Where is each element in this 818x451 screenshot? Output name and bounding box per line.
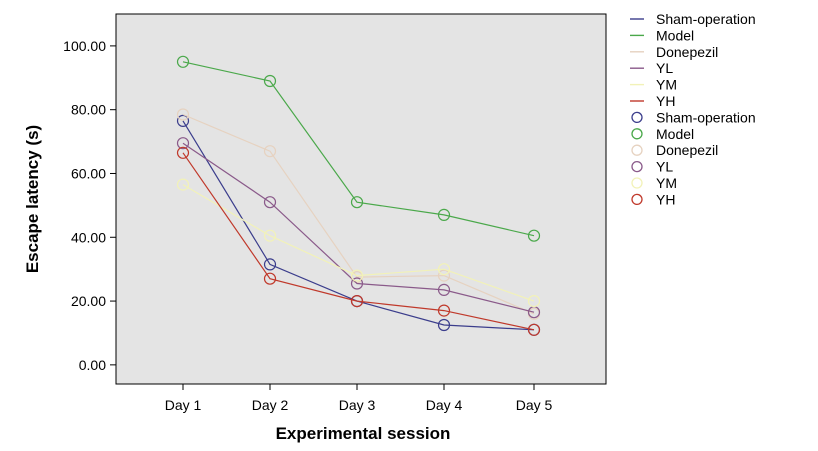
data-point (263, 74, 277, 88)
series-ym (176, 178, 541, 308)
legend-label: Sham-operation (656, 11, 756, 27)
data-point (527, 295, 541, 308)
y-tick-label: 20.00 (71, 293, 106, 309)
y-tick-label: 100.00 (63, 38, 106, 54)
series-model (176, 55, 541, 242)
series-line (182, 152, 535, 331)
legend-label: Donepezil (656, 142, 718, 158)
data-point (263, 229, 277, 242)
series-line (182, 61, 535, 237)
legend-item: Model (631, 126, 694, 142)
y-tick-label: 60.00 (71, 165, 106, 181)
legend-label: YH (656, 93, 675, 109)
legend-item: Sham-operation (631, 109, 756, 125)
legend-circle-swatch (631, 177, 643, 189)
data-point (176, 146, 190, 159)
legend-label: Donepezil (656, 44, 718, 60)
x-tick-label: Day 5 (516, 397, 553, 413)
series-line (182, 184, 535, 302)
series-line (182, 142, 535, 313)
x-tick-label: Day 4 (426, 397, 463, 413)
data-point (437, 263, 451, 276)
series-yl (176, 137, 541, 319)
legend: Sham-operationModelDonepezilYLYMYHSham-o… (630, 11, 756, 207)
legend-label: YM (656, 175, 677, 191)
data-point (176, 114, 190, 128)
y-axis-title: Escape latency (s) (23, 125, 42, 273)
data-point (176, 108, 190, 121)
legend-label: Model (656, 27, 694, 43)
legend-item: YM (630, 77, 677, 93)
y-axis: 0.00 20.00 40.00 60.00 80.00 100.00 (63, 38, 116, 373)
legend-item: Donepezil (630, 44, 718, 60)
data-point (263, 258, 277, 271)
data-point (350, 196, 364, 209)
legend-item: YL (630, 60, 673, 76)
x-axis: Day 1 Day 2 Day 3 Day 4 Day 5 (165, 384, 553, 413)
data-point (437, 269, 451, 282)
y-tick-label: 80.00 (71, 102, 106, 118)
y-tick-label: 40.00 (71, 229, 106, 245)
y-tick-label: 0.00 (79, 357, 106, 373)
data-point (350, 295, 364, 308)
data-point (350, 269, 364, 282)
series-line (182, 113, 535, 315)
data-point (437, 304, 451, 317)
legend-label: Sham-operation (656, 109, 756, 125)
legend-item: YH (631, 191, 675, 207)
legend-circle-swatch (631, 193, 643, 206)
x-axis-title: Experimental session (276, 424, 451, 443)
data-point (263, 196, 277, 209)
legend-label: YH (656, 191, 675, 207)
legend-item: Sham-operation (630, 11, 756, 27)
legend-circle-swatch (631, 111, 643, 124)
data-point (437, 208, 451, 221)
legend-label: YL (656, 60, 673, 76)
x-tick-label: Day 1 (165, 397, 202, 413)
data-point (527, 323, 541, 336)
legend-item: YM (631, 175, 677, 191)
data-point (263, 145, 277, 158)
x-tick-label: Day 3 (339, 397, 376, 413)
data-point (350, 277, 364, 290)
data-point (263, 272, 277, 285)
legend-circle-swatch (631, 128, 643, 140)
data-point (437, 283, 451, 296)
data-point (176, 178, 190, 191)
legend-circle-swatch (631, 144, 643, 156)
x-tick-label: Day 2 (252, 397, 289, 413)
series-layer (176, 55, 541, 336)
data-point (176, 137, 190, 150)
legend-item: Model (630, 27, 694, 43)
data-point (527, 229, 541, 242)
legend-label: YM (656, 77, 677, 93)
series-yh (176, 146, 541, 336)
data-point (176, 55, 190, 68)
legend-item: YH (630, 93, 675, 109)
data-point (437, 318, 451, 332)
legend-circle-swatch (631, 160, 643, 173)
legend-label: YL (656, 159, 673, 175)
legend-label: Model (656, 126, 694, 142)
legend-item: Donepezil (631, 142, 718, 158)
legend-item: YL (631, 159, 673, 175)
